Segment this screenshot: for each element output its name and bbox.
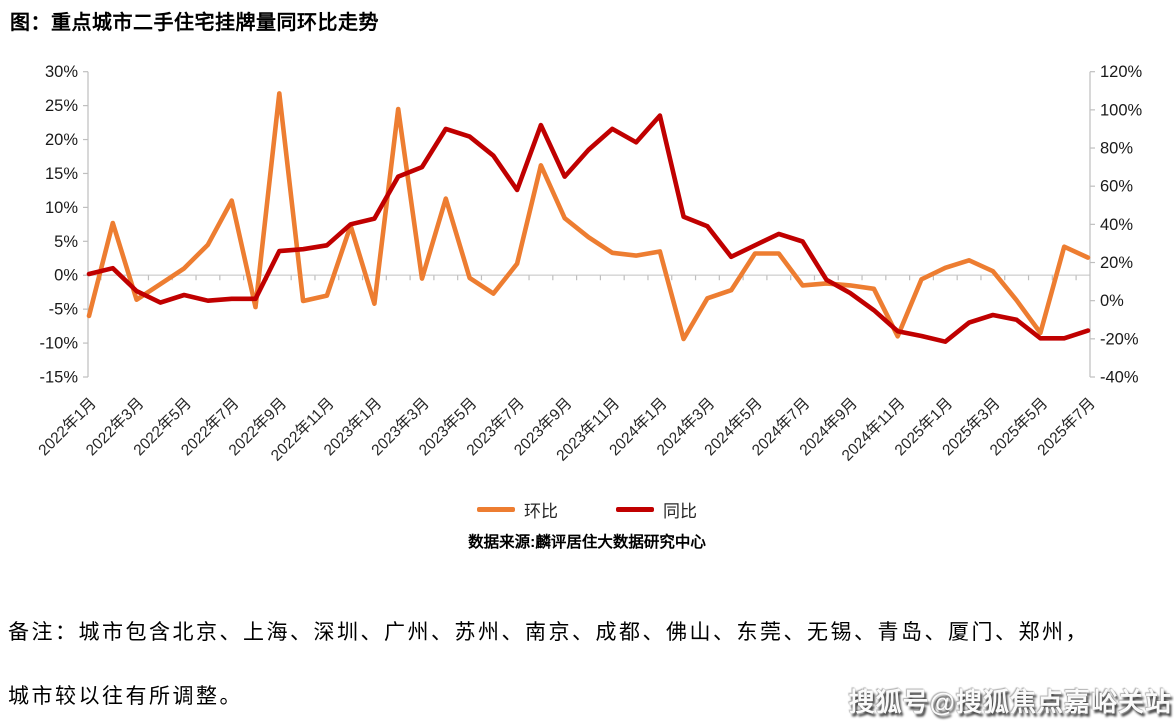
right-axis-tick-label: -20% [1100,330,1139,348]
right-axis-tick-label: 100% [1100,101,1143,119]
left-axis-tick-label: 20% [45,131,78,149]
right-axis-tick-label: 40% [1100,216,1133,234]
left-axis-tick-label: 5% [54,233,78,251]
left-axis-tick-label: -15% [39,369,78,387]
legend: 环比 同比 [0,497,1174,522]
data-source-note: 数据来源:麟评居住大数据研究中心 [468,534,706,551]
right-axis-tick-label: 20% [1100,254,1133,272]
legend-item-mom: 环比 [477,497,558,522]
left-axis-tick-label: 10% [45,199,78,217]
left-axis-tick-label: 25% [45,97,78,115]
legend-label-mom: 环比 [524,502,558,521]
watermark: 搜狐号@搜狐焦点嘉峪关站 [848,687,1172,717]
left-axis-tick-label: -5% [49,301,79,319]
left-axis-tick-label: 15% [45,165,78,183]
legend-item-yoy: 同比 [616,497,697,522]
yoy-line-swatch-icon [616,507,654,512]
footnote-line-2: 城市较以往有所调整。 [8,684,243,708]
series-line-mom [86,91,1091,342]
line-chart: 30% 25% 20% 15% 10% 5% 0% -5% -10% -15% 120% 100% 80… [35,63,1143,464]
right-axis-tick-label: 60% [1100,178,1133,196]
chart-title: 图：重点城市二手住宅挂牌量同环比走势 [10,12,379,34]
mom-line-swatch-icon [477,507,515,512]
series-line-yoy [86,113,1091,345]
left-axis-tick-label: 30% [45,63,78,81]
left-axis-tick-label: 0% [54,267,78,285]
right-axis-tick-label: 80% [1100,140,1133,158]
right-axis-tick-label: 0% [1100,292,1124,310]
legend-label-yoy: 同比 [663,502,697,521]
left-axis-tick-label: -10% [39,335,78,353]
footnote-line-1: 备注：城市包含北京、上海、深圳、广州、苏州、南京、成都、佛山、东莞、无锡、青岛、… [8,620,1089,644]
right-axis-tick-label: -40% [1100,369,1139,387]
right-axis-tick-label: 120% [1100,63,1143,81]
